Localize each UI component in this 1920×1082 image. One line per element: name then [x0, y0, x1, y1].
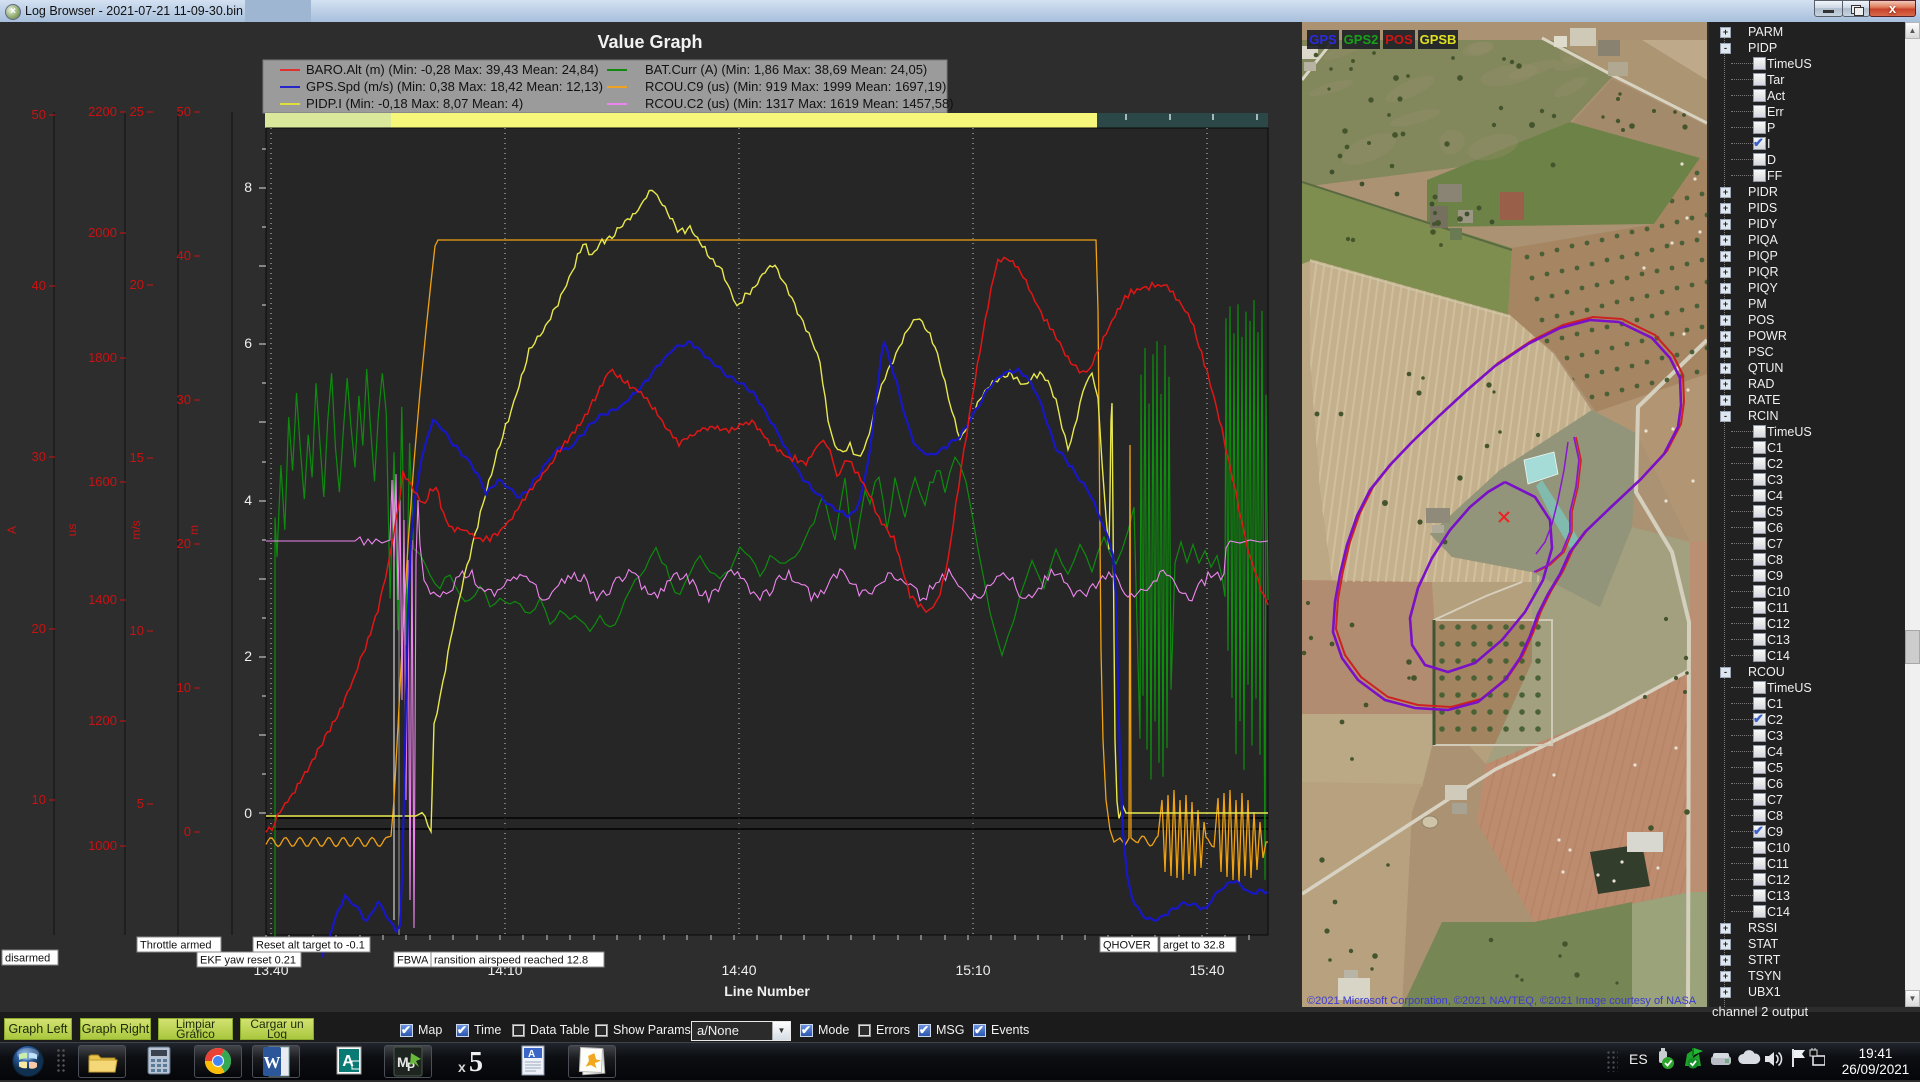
svg-text:Line Number: Line Number: [724, 983, 810, 999]
svg-text:W: W: [264, 1053, 281, 1072]
svg-text:EKF yaw reset 0.21: EKF yaw reset 0.21: [200, 955, 296, 967]
svg-text:Reset alt target to -0.1: Reset alt target to -0.1: [256, 940, 365, 952]
svg-text:10: 10: [130, 623, 144, 638]
svg-text:disarmed: disarmed: [5, 953, 50, 965]
svg-text:15:10: 15:10: [955, 962, 990, 978]
svg-text:RCOU.C9 (us) (Min: 919 Max: 19: RCOU.C9 (us) (Min: 919 Max: 1999 Mean: 1…: [645, 79, 946, 94]
svg-text:30: 30: [177, 392, 191, 407]
svg-text:m/s: m/s: [129, 520, 143, 539]
svg-text:5: 5: [137, 796, 144, 811]
svg-text:m: m: [187, 525, 201, 535]
svg-text:50: 50: [32, 107, 46, 122]
svg-text:4: 4: [244, 492, 252, 508]
svg-text:1400: 1400: [88, 592, 117, 607]
svg-text:2000: 2000: [88, 225, 117, 240]
svg-text:20: 20: [130, 277, 144, 292]
svg-text:A: A: [5, 526, 19, 534]
svg-text:PIDP.I (Min: -0,18 Max: 8,07 M: PIDP.I (Min: -0,18 Max: 8,07 Mean: 4): [306, 96, 523, 111]
svg-text:25: 25: [130, 104, 144, 119]
svg-text:Value Graph: Value Graph: [597, 32, 702, 52]
svg-text:30: 30: [32, 449, 46, 464]
svg-text:2200: 2200: [88, 104, 117, 119]
svg-text:x: x: [458, 1059, 466, 1075]
svg-text:A: A: [528, 1049, 535, 1060]
svg-text:M: M: [397, 1054, 409, 1070]
svg-text:1000: 1000: [88, 838, 117, 853]
svg-text:1200: 1200: [88, 713, 117, 728]
svg-text:A: A: [342, 1053, 354, 1070]
svg-text:40: 40: [177, 248, 191, 263]
svg-text:GPS.Spd (m/s) (Min: 0,38 Max:: GPS.Spd (m/s) (Min: 0,38 Max: 18,42 Mean…: [306, 79, 603, 94]
svg-text:0: 0: [184, 824, 191, 839]
svg-text:BAT.Curr (A) (Min: 1,86 Max: 3: BAT.Curr (A) (Min: 1,86 Max: 38,69 Mean:…: [645, 62, 927, 77]
svg-text:©2021 Microsoft Corporation, ©: ©2021 Microsoft Corporation, ©2021 NAVTE…: [1307, 995, 1697, 1007]
svg-text:us: us: [65, 524, 79, 537]
svg-text:6: 6: [244, 335, 252, 351]
svg-text:50: 50: [177, 104, 191, 119]
svg-text:FBWA: FBWA: [397, 955, 429, 967]
svg-text:GPS: GPS: [1309, 32, 1337, 47]
svg-text:20: 20: [177, 536, 191, 551]
svg-text:10: 10: [32, 792, 46, 807]
svg-text:arget to 32.8: arget to 32.8: [1163, 940, 1225, 952]
svg-text:15:40: 15:40: [1189, 962, 1224, 978]
svg-text:GPS2: GPS2: [1344, 32, 1379, 47]
svg-text:1600: 1600: [88, 474, 117, 489]
svg-text:RCOU.C2 (us) (Min: 1317 Max: 1: RCOU.C2 (us) (Min: 1317 Max: 1619 Mean: …: [645, 96, 954, 111]
svg-text:40: 40: [32, 278, 46, 293]
svg-text:Throttle armed: Throttle armed: [140, 940, 212, 952]
svg-text:ransition airspeed reached 12.: ransition airspeed reached 12.8: [434, 955, 588, 967]
svg-text:1800: 1800: [88, 350, 117, 365]
svg-text:8: 8: [244, 179, 252, 195]
svg-text:0: 0: [244, 805, 252, 821]
svg-text:10: 10: [177, 680, 191, 695]
svg-text:20: 20: [32, 621, 46, 636]
svg-text:5: 5: [469, 1047, 483, 1076]
svg-text:P: P: [407, 1060, 415, 1074]
svg-text:POS: POS: [1385, 32, 1413, 47]
svg-text:BARO.Alt (m) (Min: -0,28 Max:: BARO.Alt (m) (Min: -0,28 Max: 39,43 Mean…: [306, 62, 599, 77]
svg-text:2: 2: [244, 648, 252, 664]
svg-text:GPSB: GPSB: [1420, 32, 1457, 47]
svg-text:15: 15: [130, 450, 144, 465]
svg-text:QHOVER: QHOVER: [1103, 940, 1151, 952]
svg-text:14:40: 14:40: [721, 962, 756, 978]
